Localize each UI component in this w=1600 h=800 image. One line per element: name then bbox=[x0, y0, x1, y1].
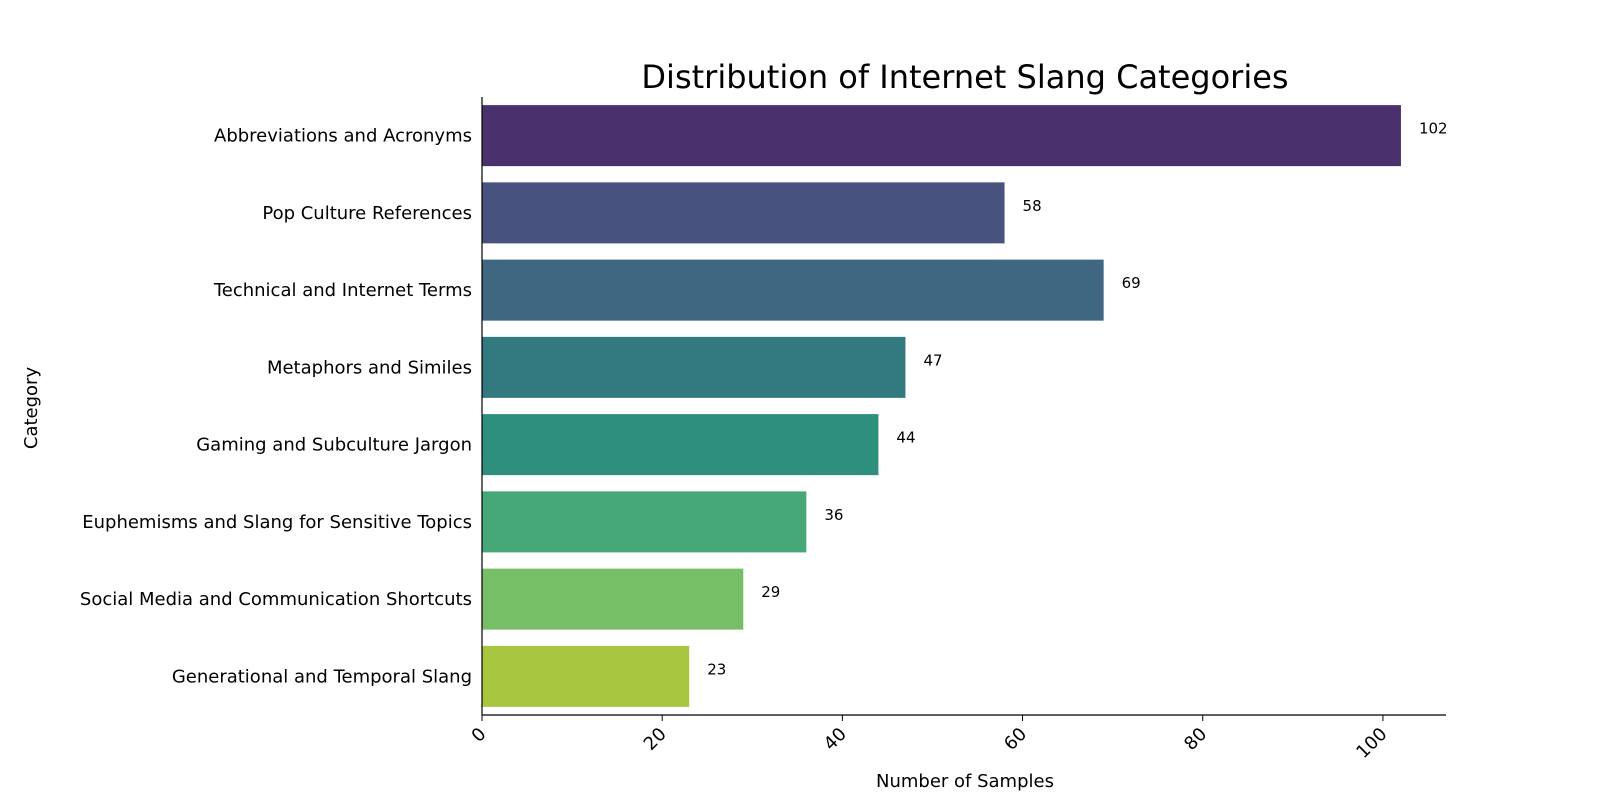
category-label: Euphemisms and Slang for Sensitive Topic… bbox=[82, 512, 472, 533]
x-axis-ticks: 0 20 40 60 80 100 bbox=[468, 715, 1391, 763]
chart-title: Distribution of Internet Slang Categorie… bbox=[641, 58, 1288, 96]
bar-euphemisms-and-slang-for-sensitive-topics bbox=[482, 491, 807, 553]
category-label: Pop Culture References bbox=[262, 203, 472, 224]
value-label: 47 bbox=[923, 351, 942, 369]
category-label: Generational and Temporal Slang bbox=[172, 666, 472, 687]
x-axis-title: Number of Samples bbox=[876, 771, 1054, 792]
category-label: Gaming and Subculture Jargon bbox=[196, 435, 472, 456]
value-labels: 102 58 69 47 44 36 29 23 bbox=[707, 120, 1447, 679]
category-label: Metaphors and Similes bbox=[267, 357, 472, 378]
bar-social-media-and-communication-shortcuts bbox=[482, 568, 744, 630]
value-label: 58 bbox=[1023, 197, 1042, 215]
value-label: 23 bbox=[707, 660, 726, 678]
value-label: 29 bbox=[761, 583, 780, 601]
x-tick-label: 20 bbox=[640, 724, 671, 755]
category-labels: Abbreviations and Acronyms Pop Culture Re… bbox=[80, 126, 472, 688]
bar-gaming-and-subculture-jargon bbox=[482, 414, 879, 476]
bars-group bbox=[482, 105, 1401, 707]
value-label: 69 bbox=[1122, 274, 1141, 292]
value-label: 102 bbox=[1419, 120, 1448, 138]
x-tick-label: 100 bbox=[1352, 724, 1391, 763]
bar-pop-culture-references bbox=[482, 182, 1005, 244]
x-tick-label: 60 bbox=[1000, 724, 1031, 755]
category-label: Technical and Internet Terms bbox=[213, 280, 472, 301]
value-label: 36 bbox=[824, 506, 843, 524]
bar-metaphors-and-similes bbox=[482, 336, 906, 398]
bar-technical-and-internet-terms bbox=[482, 259, 1104, 321]
category-label: Abbreviations and Acronyms bbox=[214, 126, 472, 147]
y-axis-title: Category bbox=[21, 367, 42, 450]
x-tick-label: 80 bbox=[1180, 724, 1211, 755]
x-tick-label: 0 bbox=[468, 724, 491, 747]
x-tick-label: 40 bbox=[820, 724, 851, 755]
category-label: Social Media and Communication Shortcuts bbox=[80, 589, 472, 610]
value-label: 44 bbox=[896, 429, 915, 447]
bar-abbreviations-and-acronyms bbox=[482, 105, 1401, 167]
bar-generational-and-temporal-slang bbox=[482, 645, 690, 707]
